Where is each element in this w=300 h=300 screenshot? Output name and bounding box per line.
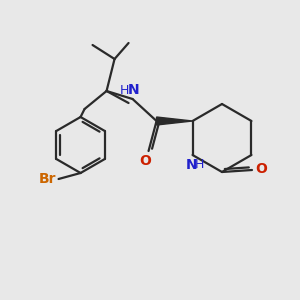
Text: O: O xyxy=(255,162,267,176)
Text: H: H xyxy=(195,158,204,172)
Text: N: N xyxy=(186,158,197,172)
Text: N: N xyxy=(128,83,140,97)
Text: H: H xyxy=(120,83,129,97)
Text: O: O xyxy=(140,154,152,168)
Text: Br: Br xyxy=(39,172,56,186)
Polygon shape xyxy=(157,117,193,125)
